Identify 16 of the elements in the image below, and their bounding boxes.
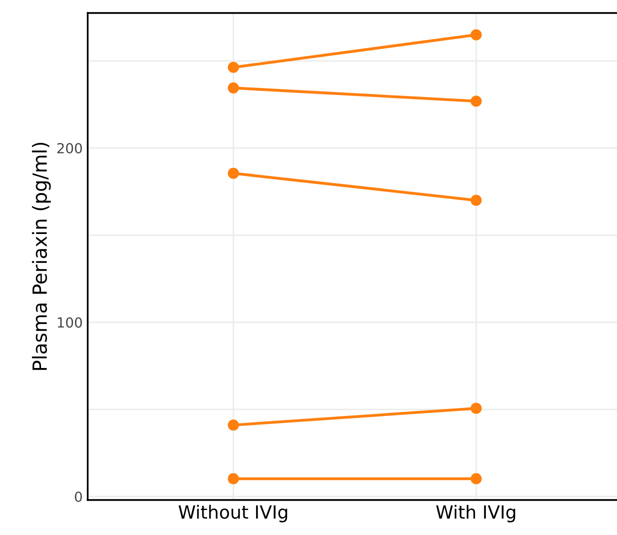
y-axis-title: Plasma Periaxin (pg/ml) [32,142,51,370]
point [228,473,239,484]
point [228,168,239,179]
point [470,194,482,206]
point [470,29,482,40]
x-tick-label: Without IVIg [178,504,288,522]
y-tick-label: 0 [74,491,82,502]
point [228,82,239,94]
y-tick-label: 200 [57,143,82,154]
point [228,62,239,73]
x-tick-label: With IVIg [436,504,516,522]
point [470,402,482,414]
point [228,420,239,431]
y-tick-label: 100 [58,317,82,328]
point [470,473,482,484]
point [470,96,482,107]
